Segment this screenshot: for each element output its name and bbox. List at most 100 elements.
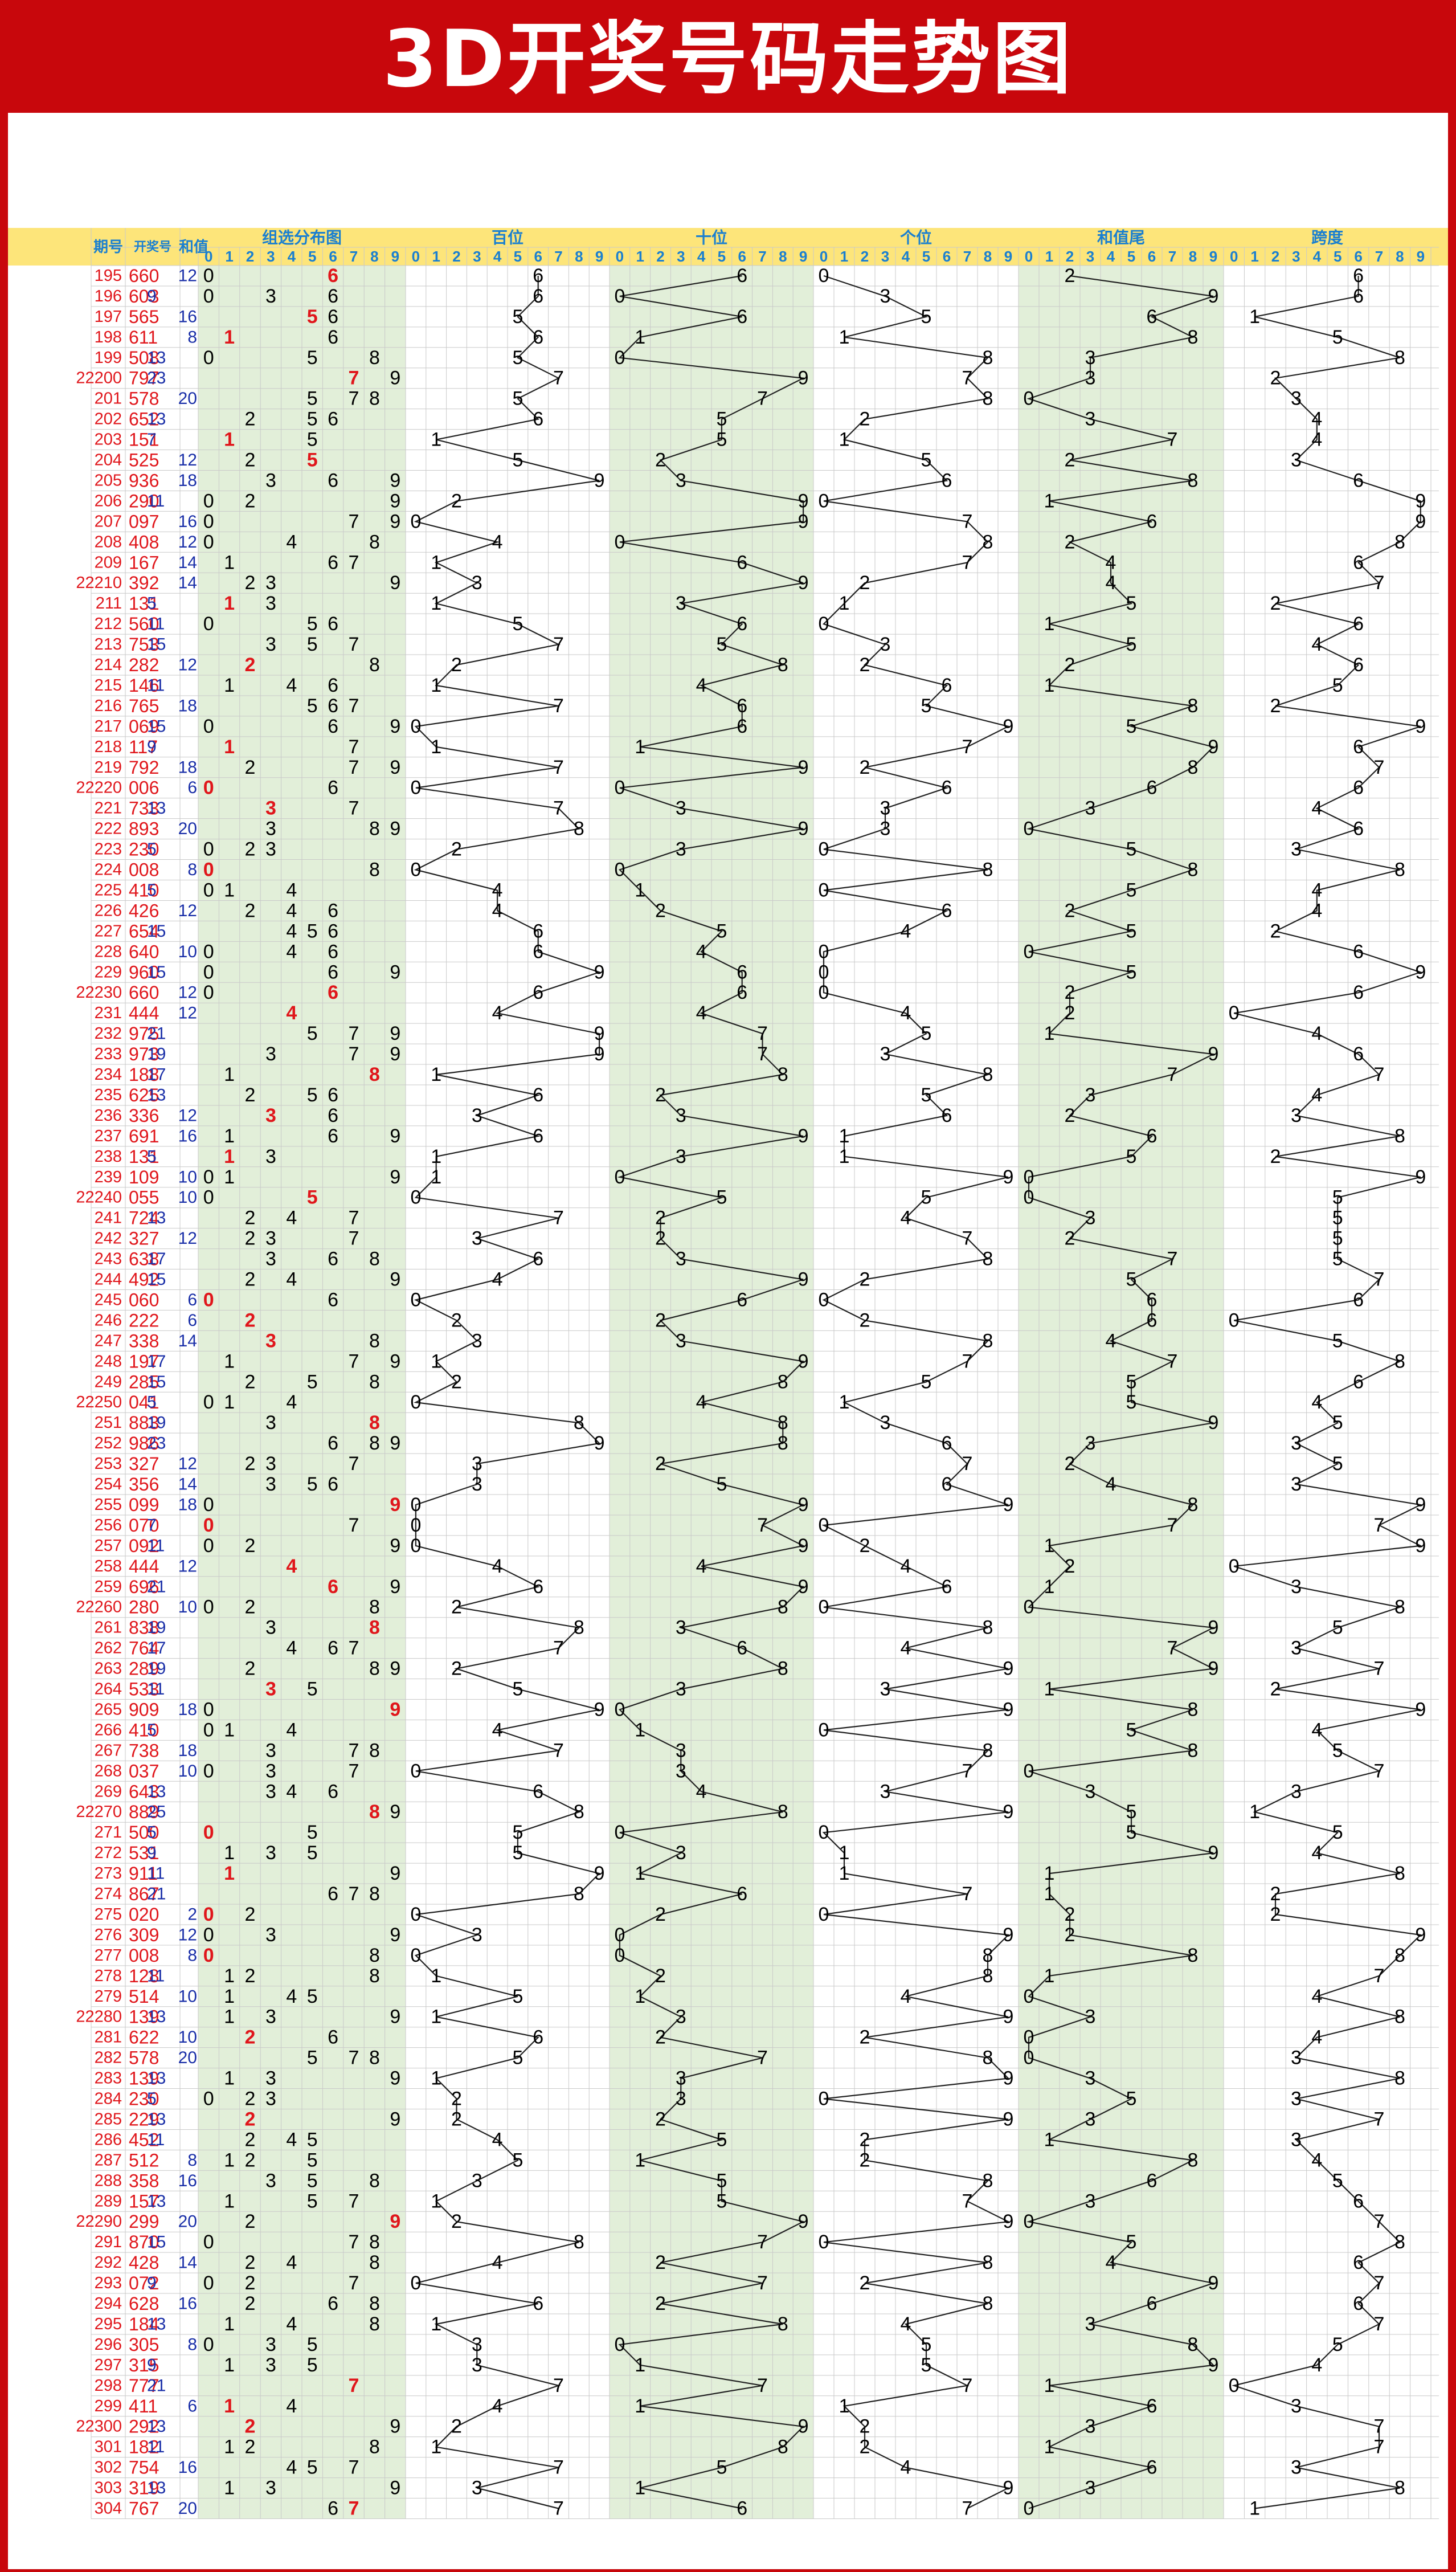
group-digit: 2 (245, 2252, 256, 2273)
units-digit: 9 (1003, 1699, 1014, 1720)
hundreds-digit: 1 (431, 2068, 441, 2089)
group-digit: 0 (203, 1924, 214, 1946)
period-cell: 196 (95, 287, 122, 305)
sum-cell: 19 (147, 1414, 166, 1432)
period-cell: 208 (95, 533, 122, 551)
period-cell: 281 (95, 2028, 122, 2047)
group-digit-repeat: 8 (369, 1412, 380, 1434)
sum_tail-digit: 0 (1024, 2027, 1034, 2048)
units-digit: 8 (983, 1064, 993, 1085)
sum_tail-digit: 1 (1044, 2129, 1055, 2150)
group-digit: 9 (390, 1269, 400, 1291)
span-digit: 8 (1394, 2068, 1405, 2089)
tens-digit: 1 (635, 2149, 645, 2171)
header-group: 组选分布图 (262, 229, 342, 247)
group-digit-repeat: 1 (224, 736, 235, 758)
units-digit: 5 (921, 450, 932, 471)
span-digit: 6 (1353, 2190, 1364, 2212)
units-digit: 8 (983, 2047, 993, 2069)
group-digit: 0 (203, 1535, 214, 1557)
hundreds-digit: 0 (410, 1187, 421, 1209)
hundreds-digit: 3 (472, 2334, 482, 2355)
sum-cell: 20 (178, 819, 197, 838)
units-digit: 5 (921, 1371, 932, 1393)
group-digit: 6 (328, 777, 338, 799)
title-bar: 3D开奖号码走势图 (0, 0, 1456, 121)
draw-number-cell: 911 (129, 1863, 158, 1884)
sum_tail-digit: 6 (1147, 1289, 1158, 1311)
sum_tail-digit: 1 (1044, 1679, 1055, 1700)
draw-number-cell: 408 (129, 532, 159, 552)
group-digit: 3 (265, 2354, 276, 2376)
tens-digit: 9 (798, 1494, 809, 1516)
tens-digit: 9 (798, 818, 809, 840)
header-digit: 4 (493, 248, 502, 265)
group-digit: 5 (307, 1822, 318, 1843)
sum_tail-digit: 0 (1024, 2047, 1034, 2069)
span-digit: 9 (1415, 716, 1426, 737)
period-cell: 233 (95, 1045, 122, 1063)
group-digit: 2 (245, 1658, 256, 1680)
group-digit: 2 (245, 1453, 256, 1475)
sum-cell: 9 (147, 287, 157, 305)
period-cell: 213 (95, 635, 122, 654)
sum_tail-digit: 5 (1126, 1822, 1137, 1843)
tens-digit: 5 (716, 2129, 727, 2150)
span-digit: 6 (1353, 654, 1364, 676)
group-digit: 9 (390, 1166, 400, 1188)
sum_tail-digit: 3 (1085, 1781, 1096, 1802)
hundreds-digit: 2 (451, 839, 462, 860)
span-digit: 4 (1311, 429, 1322, 451)
group-digit: 2 (245, 1084, 256, 1106)
group-digit: 9 (390, 2416, 400, 2438)
hundreds-digit: 2 (451, 2211, 462, 2232)
draw-number-cell: 625 (129, 1085, 159, 1105)
units-digit: 6 (942, 1432, 952, 1454)
draw-number-cell: 305 (129, 2334, 159, 2355)
draw-number-cell: 299 (129, 2211, 159, 2232)
sum_tail-digit: 0 (1024, 1597, 1034, 1618)
tens-digit: 2 (655, 1309, 666, 1331)
period-cell: 241 (95, 1209, 122, 1227)
tens-digit: 8 (778, 1432, 788, 1454)
draw-number-cell: 765 (129, 696, 159, 716)
units-digit: 8 (983, 1740, 993, 1761)
group-digit: 0 (203, 1166, 214, 1188)
sum-cell: 13 (147, 799, 166, 818)
sum_tail-digit: 5 (1126, 1719, 1137, 1741)
header-digit: 4 (1107, 248, 1115, 265)
group-digit: 8 (369, 1945, 380, 1966)
draw-number-cell: 229 (129, 2109, 159, 2129)
draw-number-cell: 289 (129, 1659, 159, 1679)
group-digit: 5 (307, 2190, 318, 2212)
sum-cell: 21 (147, 2376, 166, 2395)
period-cell: 199 (95, 349, 122, 367)
group-digit-repeat: 9 (390, 2211, 400, 2232)
period-cell: 294 (95, 2295, 122, 2313)
group-digit: 9 (390, 1125, 400, 1147)
group-digit: 6 (328, 326, 338, 348)
draw-number-cell: 285 (129, 1371, 159, 1392)
group-digit: 7 (349, 511, 359, 532)
header-digit: 1 (432, 248, 440, 265)
group-digit: 6 (328, 409, 338, 430)
tens-digit: 1 (635, 1863, 645, 1884)
hundreds-digit: 0 (410, 1535, 421, 1557)
units-digit: 4 (901, 2313, 911, 2335)
period-cell: 259 (95, 1578, 122, 1596)
span-digit: 6 (1353, 1371, 1364, 1393)
units-digit: 0 (819, 1597, 829, 1618)
period-cell: 288 (95, 2171, 122, 2190)
units-digit: 1 (839, 1863, 850, 1884)
tens-digit: 5 (716, 429, 727, 451)
draw-number-cell: 883 (129, 1412, 159, 1433)
group-digit-repeat: 3 (265, 1330, 276, 1352)
header-digit: 5 (1334, 248, 1342, 265)
group-digit: 7 (349, 552, 359, 573)
sum_tail-digit: 2 (1065, 1556, 1075, 1577)
period-cell: 22250 (76, 1393, 122, 1411)
sum_tail-digit: 5 (1126, 593, 1137, 614)
sum-cell: 11 (147, 2130, 165, 2149)
units-digit: 0 (819, 490, 829, 512)
group-digit: 3 (265, 634, 276, 655)
